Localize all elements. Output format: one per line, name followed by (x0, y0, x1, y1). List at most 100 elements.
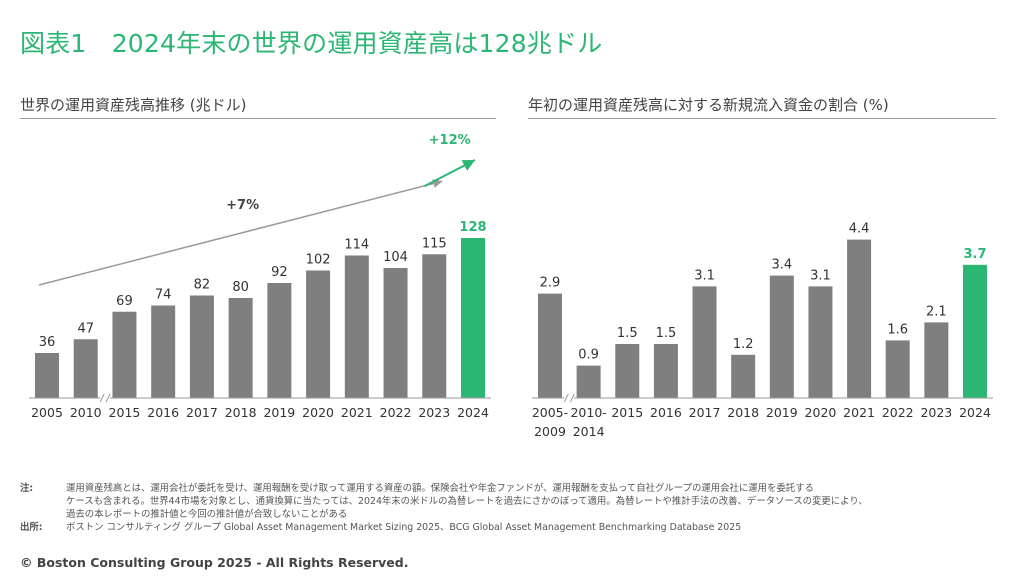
right-bar (808, 286, 833, 398)
left-category-label: 2022 (380, 405, 412, 420)
right-value-label: 2.1 (926, 304, 947, 319)
left-bar (383, 268, 408, 398)
right-bar (576, 365, 601, 398)
right-category-label: 2017 (689, 405, 721, 420)
right-category-label: 2021 (843, 405, 875, 420)
right-value-label: 1.5 (617, 326, 638, 341)
left-category-label: 2010 (70, 405, 102, 420)
left-value-label: 47 (77, 321, 94, 336)
right-value-label: 3.4 (771, 258, 792, 273)
right-bar (924, 322, 949, 398)
source-row: 出所: ボストン コンサルティング グループ Global Asset Mana… (20, 521, 1010, 534)
left-category-label: 2024 (457, 405, 489, 420)
left-value-label: 36 (39, 335, 56, 350)
right-axis-break-mark (563, 393, 569, 403)
right-bar (692, 286, 717, 398)
right-chart-title-rule (528, 118, 996, 119)
note-label: 注: (20, 483, 34, 494)
left-bar (461, 238, 485, 398)
left-bar (112, 311, 137, 398)
left-value-label: 92 (271, 265, 288, 280)
left-value-label: 69 (116, 294, 133, 309)
left-bar (344, 255, 369, 398)
left-value-label: 128 (459, 220, 486, 235)
right-bar (885, 340, 910, 398)
growth-label: +12% (429, 133, 471, 148)
note-text: 運用資産残高とは、運用会社が委託を受け、運用報酬を受け取って運用する資産の額。保… (66, 482, 1010, 521)
right-category-label: 2005- (532, 405, 568, 420)
left-category-label: 2015 (109, 405, 141, 420)
right-value-label: 3.7 (963, 247, 986, 262)
trend-arrow-line (38, 179, 443, 286)
right-category-label: 2014 (573, 424, 605, 439)
right-category-label: 2023 (920, 405, 952, 420)
right-bar (963, 264, 987, 398)
copyright-footer: © Boston Consulting Group 2025 - All Rig… (20, 555, 409, 570)
right-category-label: 2016 (650, 405, 682, 420)
right-bar (538, 293, 562, 398)
source-label: 出所: (20, 522, 43, 533)
left-value-label: 115 (422, 236, 447, 251)
left-category-label: 2016 (147, 405, 179, 420)
left-axis-break-gap (100, 395, 111, 401)
right-value-label: 3.1 (694, 268, 715, 283)
left-axis-break-mark (105, 393, 111, 403)
right-value-label: 1.2 (733, 337, 754, 352)
source-text: ボストン コンサルティング グループ Global Asset Manageme… (66, 522, 742, 533)
right-value-label: 3.1 (810, 268, 831, 283)
right-value-label: 1.5 (656, 326, 677, 341)
left-category-label: 2020 (302, 405, 334, 420)
left-category-label: 2017 (186, 405, 218, 420)
left-bar (73, 339, 98, 398)
right-value-label: 1.6 (887, 322, 908, 337)
notes-block: 注: 運用資産残高とは、運用会社が委託を受け、運用報酬を受け取って運用する資産の… (20, 482, 1010, 534)
left-bar (35, 353, 59, 398)
right-chart-title: 年初の運用資産残高に対する新規流入資金の割合 (%) (528, 96, 889, 114)
left-value-label: 102 (306, 253, 331, 268)
right-value-label: 4.4 (849, 222, 870, 237)
left-chart-title: 世界の運用資産残高推移 (兆ドル) (20, 96, 247, 114)
right-category-label: 2015 (611, 405, 643, 420)
growth-arrow-line (423, 159, 476, 188)
right-bar-chart: 2.9 2005- 2009 0.9 2010- 2014 1.5 2015 1.5 2016 3.… (532, 222, 993, 439)
left-value-label: 82 (194, 278, 211, 293)
page-title: 図表1 2024年末の世界の運用資産高は128兆ドル (20, 29, 603, 58)
right-axis-break-mark (569, 393, 575, 403)
right-bar (847, 239, 872, 398)
left-bar (151, 305, 176, 398)
left-bar (189, 295, 214, 398)
note-line-3: 過去の本レポートの推計値と今回の推計値が合致しないことがある (66, 509, 348, 520)
left-bar (267, 283, 292, 398)
note-row: 注: 運用資産残高とは、運用会社が委託を受け、運用報酬を受け取って運用する資産の… (20, 482, 1010, 521)
right-category-label: 2020 (805, 405, 837, 420)
left-value-label: 80 (232, 280, 249, 295)
right-category-label: 2019 (766, 405, 798, 420)
left-category-label: 2018 (225, 405, 257, 420)
left-category-label: 2021 (341, 405, 373, 420)
right-category-label: 2018 (727, 405, 759, 420)
right-axis-break-gap (564, 395, 575, 401)
left-category-label: 2005 (31, 405, 63, 420)
right-category-label: 2010- (570, 405, 606, 420)
right-value-label: 2.9 (540, 276, 561, 291)
trend-label: +7% (226, 198, 259, 213)
right-category-label: 2022 (882, 405, 914, 420)
left-bar-chart: 36 2005 47 2010 69 2015 74 2016 82 2017 80 2018 92 20… (29, 133, 491, 420)
left-value-label: 74 (155, 288, 172, 303)
left-value-label: 104 (383, 250, 408, 265)
right-bar (769, 275, 794, 398)
left-category-label: 2023 (418, 405, 450, 420)
note-line-2: ケースも含まれる。世界44市場を対象とし、通貨換算に当たっては、2024年末の米… (66, 496, 868, 507)
right-value-label: 0.9 (578, 348, 599, 363)
right-bar (615, 344, 640, 398)
left-chart-title-rule (20, 118, 496, 119)
left-axis-break-mark (99, 393, 105, 403)
left-category-label: 2019 (263, 405, 295, 420)
right-category-label: 2009 (534, 424, 566, 439)
right-bar (731, 354, 756, 398)
right-bar (653, 344, 678, 398)
left-value-label: 114 (344, 238, 369, 253)
left-bar (306, 270, 331, 398)
left-bar (228, 298, 253, 398)
